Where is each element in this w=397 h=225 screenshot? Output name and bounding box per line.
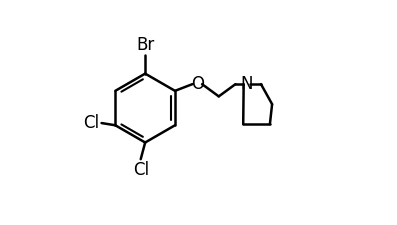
Text: N: N — [240, 75, 253, 93]
Text: Br: Br — [136, 36, 154, 54]
Text: Cl: Cl — [133, 161, 149, 179]
Text: O: O — [191, 75, 204, 93]
Text: Cl: Cl — [83, 114, 99, 132]
